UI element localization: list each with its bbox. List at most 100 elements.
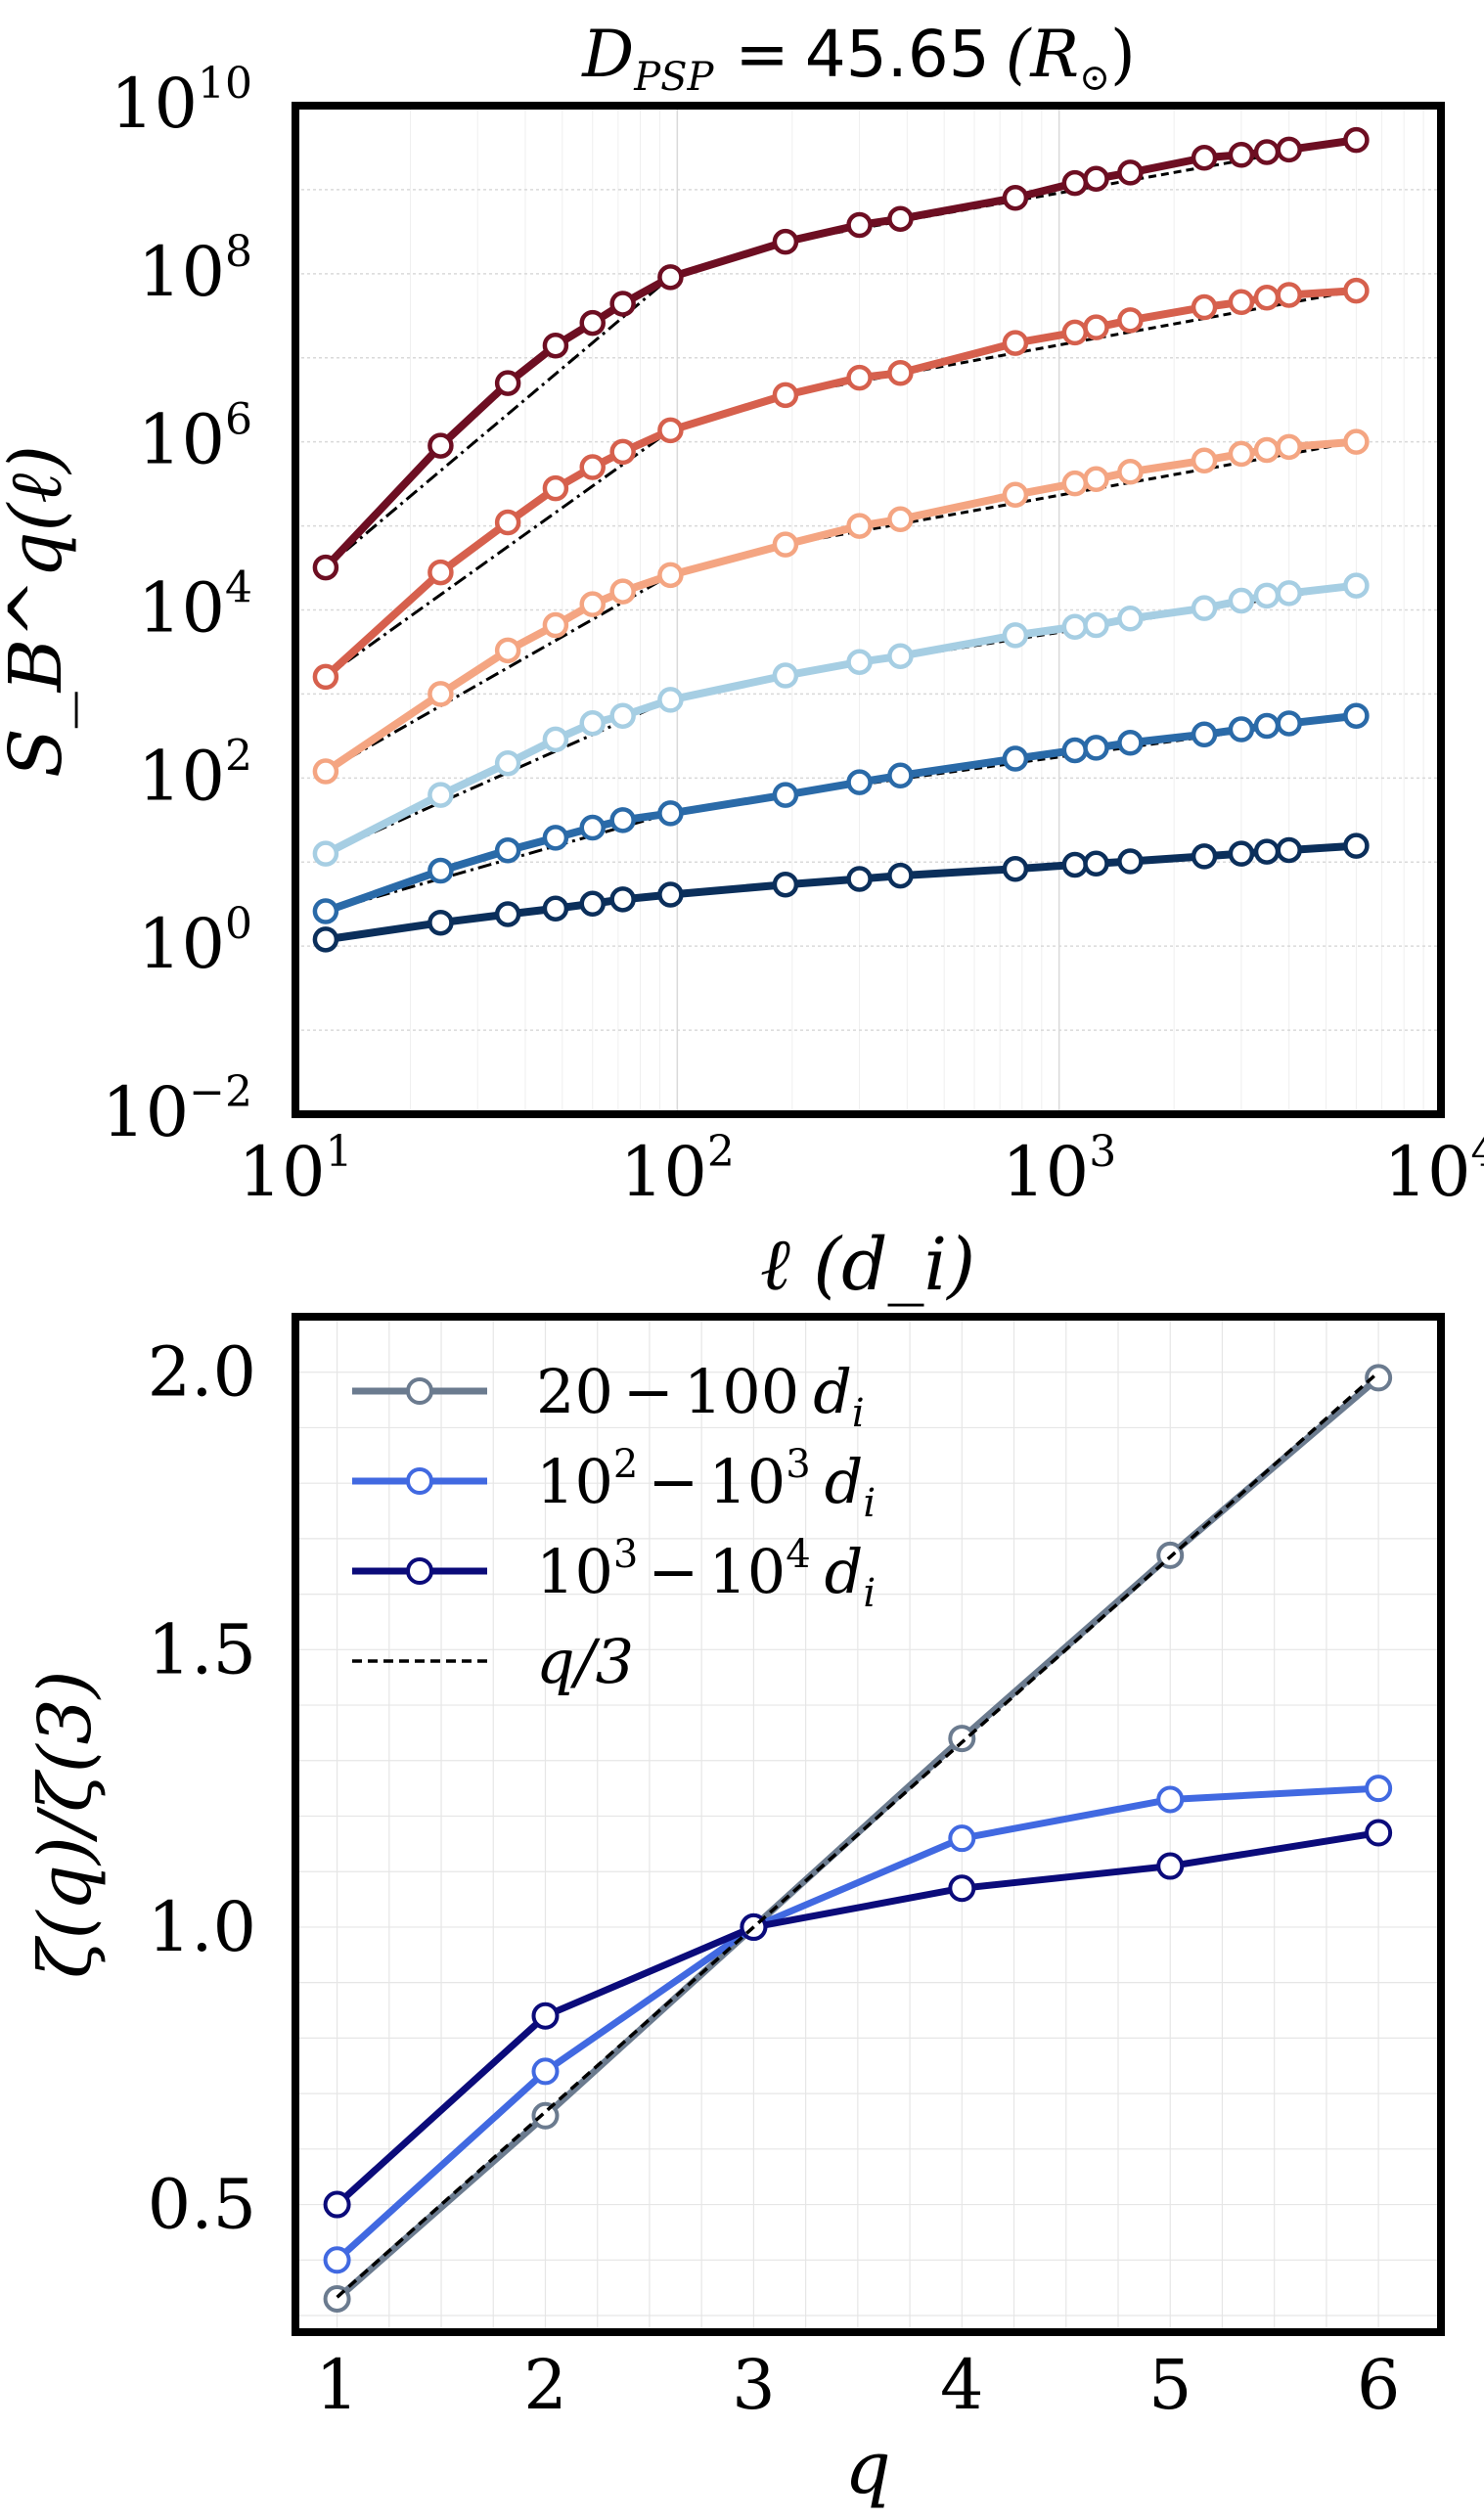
title-unit-sub: ⊙ bbox=[1079, 56, 1110, 99]
bottom-x-axis-label: q bbox=[844, 2426, 890, 2510]
legend-label: 102−103 di bbox=[536, 1442, 876, 1526]
legend-label: q/3 bbox=[536, 1626, 634, 1697]
top-grid bbox=[295, 106, 1441, 1114]
top-point-q=1 bbox=[1191, 843, 1218, 870]
bottom-point bbox=[948, 1874, 976, 1903]
top-point-q=6 bbox=[494, 370, 521, 396]
top-chart-title: DPSP = 45.65 (R⊙) bbox=[581, 17, 1135, 100]
top-point-q=1 bbox=[494, 901, 521, 927]
legend-marker bbox=[406, 1377, 433, 1405]
top-point-q=1 bbox=[1061, 851, 1089, 878]
top-point-q=3 bbox=[1228, 587, 1255, 614]
bottom-y-tick-label: 2.0 bbox=[148, 1332, 256, 1413]
top-point-q=4 bbox=[427, 681, 454, 707]
top-point-q=2 bbox=[772, 782, 799, 808]
top-point-q=3 bbox=[1253, 582, 1281, 609]
bottom-x-tick-label: 5 bbox=[1148, 2345, 1192, 2425]
top-point-q=6 bbox=[772, 228, 799, 255]
bottom-x-tick-label: 4 bbox=[940, 2345, 984, 2425]
top-point-q=4 bbox=[1083, 466, 1109, 493]
top-point-q=2 bbox=[657, 800, 684, 827]
bottom-series-line-q3-reference bbox=[336, 1371, 1380, 2299]
top-point-q=1 bbox=[772, 871, 799, 898]
top-point-q=6 bbox=[1002, 184, 1029, 211]
top-point-q=1 bbox=[887, 862, 914, 889]
top-point-q=5 bbox=[312, 663, 339, 691]
top-point-q=5 bbox=[1253, 284, 1281, 311]
top-point-q=2 bbox=[1343, 702, 1370, 729]
top-point-q=3 bbox=[846, 649, 873, 676]
top-point-q=4 bbox=[772, 531, 799, 558]
bottom-point bbox=[948, 1824, 976, 1853]
top-y-tick-label: 108 bbox=[138, 227, 252, 312]
top-y-tick-label: 10−2 bbox=[102, 1067, 252, 1152]
top-point-q=1 bbox=[657, 881, 684, 908]
top-point-q=5 bbox=[657, 417, 684, 444]
top-point-q=5 bbox=[772, 382, 799, 409]
top-point-q=5 bbox=[579, 454, 606, 480]
top-point-q=4 bbox=[1276, 433, 1302, 461]
top-point-q=2 bbox=[887, 762, 914, 789]
top-point-q=4 bbox=[657, 562, 684, 589]
top-point-q=1 bbox=[1276, 836, 1302, 864]
top-point-q=5 bbox=[609, 438, 636, 466]
title-value: 45.65 bbox=[805, 17, 990, 92]
top-x-axis-label: ℓ (d_i) bbox=[760, 1223, 975, 1307]
top-point-q=3 bbox=[1117, 606, 1144, 632]
top-y-tick-label: 102 bbox=[138, 731, 252, 816]
top-point-q=4 bbox=[1228, 440, 1255, 468]
top-x-tick-label: 104 bbox=[1383, 1127, 1484, 1212]
top-point-q=2 bbox=[1276, 710, 1302, 737]
top-point-q=2 bbox=[1061, 737, 1089, 764]
top-fit-line-q=6 bbox=[324, 276, 672, 569]
bottom-x-ticks: 1 2 3 4 5 6 bbox=[315, 2345, 1400, 2425]
bottom-point bbox=[1365, 1364, 1393, 1392]
top-point-q=6 bbox=[846, 211, 873, 239]
top-chart-structure-function: DPSP=45.65(R⊙) 101102103104 10−2 100 102 10… bbox=[0, 17, 1484, 1307]
top-point-q=3 bbox=[772, 662, 799, 689]
bottom-point bbox=[323, 2246, 351, 2274]
top-point-q=4 bbox=[1002, 481, 1029, 508]
top-point-q=1 bbox=[1117, 848, 1144, 875]
bottom-point bbox=[323, 2190, 351, 2219]
top-point-q=1 bbox=[609, 886, 636, 913]
top-point-q=6 bbox=[1117, 159, 1144, 186]
top-point-q=2 bbox=[579, 814, 606, 841]
bottom-point bbox=[531, 2002, 560, 2030]
top-point-q=1 bbox=[1083, 850, 1109, 877]
top-y-tick-label: 106 bbox=[138, 395, 252, 480]
top-point-q=3 bbox=[542, 726, 569, 753]
top-point-q=1 bbox=[1343, 832, 1370, 859]
top-point-q=4 bbox=[609, 578, 636, 605]
top-point-q=2 bbox=[846, 769, 873, 795]
top-point-q=6 bbox=[1191, 145, 1218, 171]
top-point-q=1 bbox=[312, 926, 339, 953]
top-point-q=4 bbox=[846, 513, 873, 539]
top-point-q=5 bbox=[887, 360, 914, 386]
top-point-q=3 bbox=[609, 702, 636, 729]
top-point-q=2 bbox=[1117, 730, 1144, 756]
top-point-q=1 bbox=[1228, 840, 1255, 867]
top-point-q=2 bbox=[427, 857, 454, 884]
top-point-q=3 bbox=[657, 687, 684, 713]
top-point-q=1 bbox=[1002, 855, 1029, 882]
bottom-point bbox=[1365, 1819, 1393, 1847]
bottom-point bbox=[948, 1725, 976, 1753]
bottom-x-tick-label: 6 bbox=[1357, 2345, 1401, 2425]
top-point-q=4 bbox=[494, 637, 521, 664]
top-point-q=5 bbox=[427, 559, 454, 586]
top-point-q=4 bbox=[579, 591, 606, 617]
title-lhs: D bbox=[581, 17, 634, 92]
top-point-q=6 bbox=[609, 291, 636, 317]
top-y-tick-label: 100 bbox=[138, 899, 252, 984]
top-point-q=3 bbox=[1276, 580, 1302, 607]
bottom-y-tick-label: 0.5 bbox=[148, 2165, 256, 2245]
bottom-y-ticks: 0.5 1.0 1.5 2.0 bbox=[148, 1332, 256, 2245]
top-point-q=1 bbox=[427, 909, 454, 936]
top-x-ticks: 101 102 103 104 bbox=[238, 1127, 1484, 1212]
top-point-q=5 bbox=[846, 364, 873, 391]
top-point-q=3 bbox=[312, 840, 339, 867]
top-point-q=2 bbox=[1253, 712, 1281, 740]
